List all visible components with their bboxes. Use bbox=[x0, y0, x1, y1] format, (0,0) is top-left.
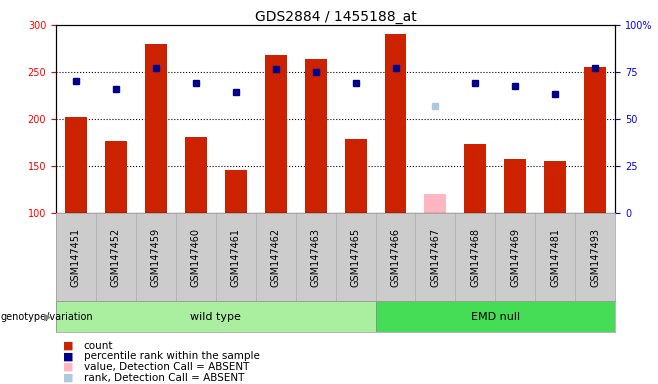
Text: GSM147462: GSM147462 bbox=[270, 228, 281, 287]
Bar bbox=[225, 170, 247, 213]
Bar bbox=[105, 141, 127, 213]
Text: GSM147459: GSM147459 bbox=[151, 228, 161, 287]
Text: ▶: ▶ bbox=[44, 312, 51, 322]
Text: GSM147452: GSM147452 bbox=[111, 228, 121, 287]
Text: GSM147469: GSM147469 bbox=[511, 228, 520, 287]
Bar bbox=[345, 139, 367, 213]
Bar bbox=[305, 59, 326, 213]
Bar bbox=[505, 159, 526, 213]
Text: percentile rank within the sample: percentile rank within the sample bbox=[84, 351, 259, 361]
Text: GSM147468: GSM147468 bbox=[470, 228, 480, 287]
Text: EMD null: EMD null bbox=[471, 312, 520, 322]
Bar bbox=[265, 55, 287, 213]
Text: ■: ■ bbox=[63, 341, 73, 351]
Text: value, Detection Call = ABSENT: value, Detection Call = ABSENT bbox=[84, 362, 249, 372]
Text: GSM147451: GSM147451 bbox=[71, 228, 81, 287]
Bar bbox=[465, 144, 486, 213]
Text: GSM147460: GSM147460 bbox=[191, 228, 201, 287]
Text: ■: ■ bbox=[63, 362, 73, 372]
Bar bbox=[56, 301, 376, 332]
Bar bbox=[65, 117, 87, 213]
Text: GSM147463: GSM147463 bbox=[311, 228, 320, 287]
Bar bbox=[424, 194, 446, 213]
Text: wild type: wild type bbox=[190, 312, 241, 322]
Text: genotype/variation: genotype/variation bbox=[1, 312, 93, 322]
Bar bbox=[185, 137, 207, 213]
Bar bbox=[584, 67, 606, 213]
Text: ■: ■ bbox=[63, 373, 73, 383]
Bar bbox=[376, 301, 615, 332]
Text: GSM147466: GSM147466 bbox=[390, 228, 401, 287]
Text: GSM147461: GSM147461 bbox=[231, 228, 241, 287]
Text: GSM147481: GSM147481 bbox=[550, 228, 561, 287]
Text: GSM147493: GSM147493 bbox=[590, 228, 600, 287]
Text: GSM147467: GSM147467 bbox=[430, 228, 440, 287]
Bar bbox=[384, 34, 407, 213]
Text: rank, Detection Call = ABSENT: rank, Detection Call = ABSENT bbox=[84, 373, 244, 383]
Text: GSM147465: GSM147465 bbox=[351, 228, 361, 287]
Title: GDS2884 / 1455188_at: GDS2884 / 1455188_at bbox=[255, 10, 417, 24]
Text: count: count bbox=[84, 341, 113, 351]
Bar bbox=[145, 44, 166, 213]
Bar bbox=[544, 161, 567, 213]
Text: ■: ■ bbox=[63, 351, 73, 361]
